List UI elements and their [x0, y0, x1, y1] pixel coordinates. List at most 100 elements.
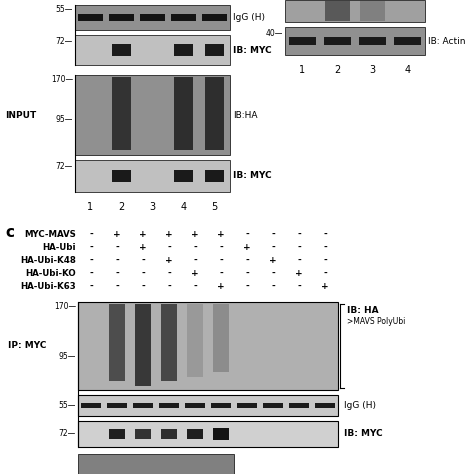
- Text: -: -: [245, 230, 249, 239]
- Text: 72—: 72—: [56, 162, 73, 171]
- Bar: [159, 403, 179, 408]
- Text: +: +: [191, 230, 199, 239]
- Bar: [140, 14, 165, 21]
- Bar: [205, 77, 224, 150]
- Text: -: -: [297, 282, 301, 291]
- Text: -: -: [323, 230, 327, 239]
- Bar: [394, 37, 420, 45]
- Text: +: +: [269, 256, 277, 265]
- Bar: [107, 403, 127, 408]
- Text: +: +: [321, 282, 329, 291]
- Text: -: -: [193, 243, 197, 252]
- Bar: [109, 429, 125, 439]
- Bar: [112, 44, 131, 56]
- Text: HA-Ubi-KO: HA-Ubi-KO: [26, 269, 76, 278]
- Text: HA-Ubi-K63: HA-Ubi-K63: [20, 282, 76, 291]
- Bar: [75, 35, 230, 65]
- Bar: [78, 395, 338, 416]
- Text: 55—: 55—: [59, 401, 76, 410]
- Bar: [360, 1, 385, 21]
- Text: +: +: [139, 230, 147, 239]
- Text: IB: HA: IB: HA: [347, 306, 379, 315]
- Bar: [285, 0, 425, 22]
- Text: -: -: [89, 269, 93, 278]
- Bar: [81, 403, 101, 408]
- Text: MYC-MAVS: MYC-MAVS: [24, 230, 76, 239]
- Text: IB: Actin: IB: Actin: [428, 36, 465, 46]
- Text: IgG (H): IgG (H): [233, 13, 265, 22]
- Bar: [135, 429, 151, 439]
- Text: -: -: [141, 269, 145, 278]
- Text: -: -: [115, 243, 119, 252]
- Bar: [202, 14, 227, 21]
- Text: IgG (H): IgG (H): [344, 401, 376, 410]
- Text: -: -: [323, 243, 327, 252]
- Text: c: c: [5, 225, 14, 240]
- Text: -: -: [297, 243, 301, 252]
- Bar: [263, 403, 283, 408]
- Bar: [112, 170, 131, 182]
- Bar: [78, 454, 234, 474]
- Bar: [185, 403, 205, 408]
- Text: 72—: 72—: [56, 37, 73, 46]
- Text: 170—: 170—: [54, 302, 76, 311]
- Text: -: -: [271, 282, 275, 291]
- Bar: [135, 304, 152, 386]
- Text: INPUT: INPUT: [5, 110, 36, 119]
- Bar: [78, 421, 338, 447]
- Bar: [75, 75, 230, 155]
- Text: 2: 2: [118, 202, 125, 212]
- Bar: [75, 160, 230, 192]
- Text: -: -: [297, 230, 301, 239]
- Bar: [359, 37, 386, 45]
- Bar: [174, 77, 193, 150]
- Text: -: -: [245, 269, 249, 278]
- Bar: [112, 77, 131, 150]
- Text: +: +: [295, 269, 303, 278]
- Bar: [161, 429, 177, 439]
- Text: -: -: [89, 243, 93, 252]
- Text: -: -: [245, 256, 249, 265]
- Text: -: -: [297, 256, 301, 265]
- Text: 95—: 95—: [59, 352, 76, 361]
- Text: +: +: [243, 243, 251, 252]
- Text: +: +: [191, 269, 199, 278]
- Text: -: -: [271, 269, 275, 278]
- Bar: [212, 304, 229, 373]
- Text: -: -: [167, 282, 171, 291]
- Bar: [289, 37, 316, 45]
- Bar: [174, 170, 193, 182]
- Bar: [325, 1, 350, 21]
- Text: 72—: 72—: [59, 429, 76, 438]
- Text: -: -: [219, 269, 223, 278]
- Text: +: +: [165, 256, 173, 265]
- Text: 95—: 95—: [55, 115, 73, 124]
- Bar: [171, 14, 196, 21]
- Text: HA-Ubi-K48: HA-Ubi-K48: [20, 256, 76, 265]
- Text: -: -: [323, 269, 327, 278]
- Text: -: -: [89, 282, 93, 291]
- Text: 3: 3: [369, 65, 375, 75]
- Text: 2: 2: [334, 65, 341, 75]
- Text: -: -: [115, 269, 119, 278]
- Text: +: +: [139, 243, 147, 252]
- Bar: [315, 403, 335, 408]
- Bar: [205, 170, 224, 182]
- Bar: [211, 403, 231, 408]
- Bar: [289, 403, 309, 408]
- Text: -: -: [167, 269, 171, 278]
- Text: -: -: [193, 282, 197, 291]
- Text: -: -: [323, 256, 327, 265]
- Text: -: -: [115, 256, 119, 265]
- Text: +: +: [217, 282, 225, 291]
- Text: >MAVS PolyUbi: >MAVS PolyUbi: [347, 317, 405, 326]
- Text: +: +: [165, 230, 173, 239]
- Bar: [109, 14, 134, 21]
- Text: 5: 5: [211, 202, 218, 212]
- Bar: [237, 403, 257, 408]
- Text: +: +: [217, 230, 225, 239]
- Text: 1: 1: [300, 65, 306, 75]
- Text: IB: MYC: IB: MYC: [233, 172, 272, 181]
- Text: IB: MYC: IB: MYC: [344, 429, 383, 438]
- Text: 55—: 55—: [55, 5, 73, 14]
